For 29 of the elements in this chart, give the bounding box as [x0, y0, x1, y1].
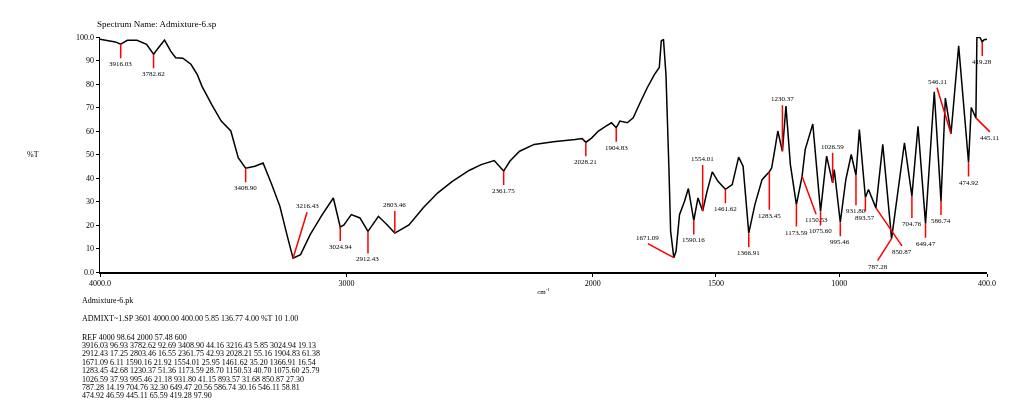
y-tick-label: 90 [85, 56, 94, 66]
text: 2912.43 17.25 2803.46 16.55 2361.75 42.93 2028.21 55.16 1904.83 61.38 [82, 349, 320, 358]
x-tick-label: 400.0 [978, 279, 996, 289]
y-tick-label: 20 [85, 220, 94, 230]
y-tick-label: 70 [85, 103, 94, 113]
y-tick-label: 100.0 [75, 32, 94, 42]
text: 787.28 14.19 704.76 32.30 649.47 20.56 586.74 30.16 546.11 58.81 [82, 383, 300, 392]
x-tick-label: 2000 [584, 279, 601, 289]
text: ADMIXT~1.SP 3601 4000.00 400.00 5.85 136.77 4.00 %T 10 1.00 [82, 314, 299, 323]
y-tick-label: 60 [85, 126, 94, 136]
text: REF 4000 98.64 2000 57.48 600 [82, 333, 187, 342]
x-tick-label: 4000.0 [89, 279, 111, 289]
y-axis-title: %T [27, 150, 39, 159]
y-tick-label: 40 [85, 173, 94, 183]
text: 1283.45 42.68 1230.37 51.36 1173.59 28.70 1150.53 40.70 1075.60 25.79 [82, 366, 320, 375]
text: Admixture-6.pk [82, 296, 134, 305]
text: 1026.59 37.93 995.46 21.18 931.80 41.15 893.57 31.68 850.87 27.30 [82, 375, 304, 384]
y-tick-label: 30 [85, 197, 94, 207]
x-tick-label: 3000 [338, 279, 355, 289]
x-tick-label: 1000 [831, 279, 848, 289]
y-tick-label: 50 [85, 150, 94, 160]
y-tick-label: 80 [85, 79, 94, 89]
y-tick-label: 0.0 [83, 267, 94, 277]
text: 474.92 46.59 445.11 65.59 419.28 97.90 [82, 391, 212, 400]
x-tick-label: 1500 [707, 279, 724, 289]
chart-title: Spectrum Name: Admixture-6.sp [97, 19, 217, 30]
text: 3916.03 96.93 3782.62 92.69 3408.90 44.16 3216.43 5.85 3024.94 19.13 [82, 341, 316, 350]
y-tick-label: 10 [85, 244, 94, 254]
text: 1671.09 6.11 1590.16 21.92 1554.01 25.95 1461.62 35.20 1366.91 16.54 [82, 358, 316, 367]
